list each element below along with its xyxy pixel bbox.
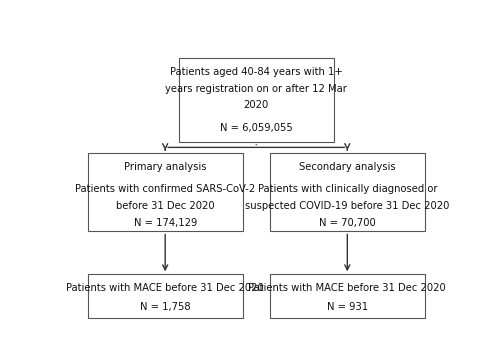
Text: N = 174,129: N = 174,129 [134, 218, 197, 228]
Text: N = 70,700: N = 70,700 [319, 218, 376, 228]
FancyBboxPatch shape [88, 274, 242, 318]
FancyBboxPatch shape [270, 274, 425, 318]
Text: N = 931: N = 931 [327, 302, 368, 312]
FancyBboxPatch shape [270, 153, 425, 232]
Text: Secondary analysis: Secondary analysis [299, 162, 396, 172]
Text: before 31 Dec 2020: before 31 Dec 2020 [116, 201, 214, 211]
Text: Patients with MACE before 31 Dec 2020: Patients with MACE before 31 Dec 2020 [66, 283, 264, 293]
Text: Patients aged 40-84 years with 1+: Patients aged 40-84 years with 1+ [170, 67, 342, 77]
Text: Primary analysis: Primary analysis [124, 162, 206, 172]
FancyBboxPatch shape [179, 58, 334, 142]
Text: Patients with clinically diagnosed or: Patients with clinically diagnosed or [258, 185, 437, 194]
Text: Patients with confirmed SARS-CoV-2: Patients with confirmed SARS-CoV-2 [75, 185, 256, 194]
Text: N = 6,059,055: N = 6,059,055 [220, 123, 292, 133]
Text: years registration on or after 12 Mar: years registration on or after 12 Mar [166, 83, 347, 94]
Text: suspected COVID-19 before 31 Dec 2020: suspected COVID-19 before 31 Dec 2020 [245, 201, 450, 211]
Text: 2020: 2020 [244, 100, 269, 110]
FancyBboxPatch shape [88, 153, 242, 232]
Text: N = 1,758: N = 1,758 [140, 302, 190, 312]
Text: Patients with MACE before 31 Dec 2020: Patients with MACE before 31 Dec 2020 [248, 283, 446, 293]
